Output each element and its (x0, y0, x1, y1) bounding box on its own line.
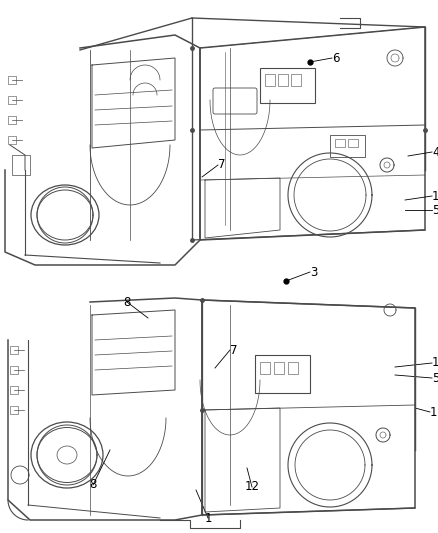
Bar (288, 362, 298, 374)
Text: 6: 6 (332, 52, 339, 64)
Text: 1: 1 (430, 406, 438, 418)
Text: 3: 3 (310, 265, 318, 279)
Bar (291, 74, 301, 86)
Bar (8, 116, 16, 124)
Bar (274, 362, 284, 374)
Text: 7: 7 (218, 158, 226, 172)
Text: 5: 5 (432, 204, 438, 216)
Text: 4: 4 (432, 146, 438, 158)
Bar (255, 355, 310, 393)
Text: 5: 5 (432, 372, 438, 384)
Bar (260, 68, 315, 103)
Bar (10, 346, 18, 354)
Bar (348, 139, 358, 147)
Bar (10, 406, 18, 414)
Bar (12, 155, 30, 175)
Bar (8, 96, 16, 104)
Text: 8: 8 (124, 295, 131, 309)
Text: 11: 11 (432, 357, 438, 369)
Bar (265, 74, 275, 86)
Text: 12: 12 (244, 481, 259, 494)
Bar (10, 366, 18, 374)
Bar (8, 76, 16, 84)
Text: 11: 11 (432, 190, 438, 203)
Bar (278, 74, 288, 86)
Text: 1: 1 (204, 512, 212, 524)
Bar (330, 135, 365, 157)
Bar (260, 362, 270, 374)
Text: 7: 7 (230, 343, 237, 357)
Bar (335, 139, 345, 147)
Bar (10, 386, 18, 394)
Text: 8: 8 (89, 479, 97, 491)
Bar (8, 136, 16, 144)
